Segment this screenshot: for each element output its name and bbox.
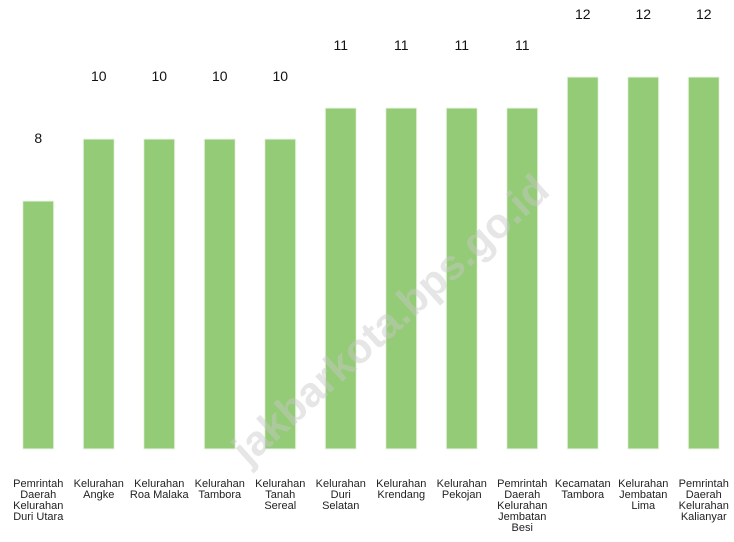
value-label-1: 8: [34, 130, 42, 146]
category-label-6: Kelurahan Duri Selatan: [316, 478, 366, 512]
bar-6: [324, 107, 357, 450]
category-label-12: Pemrintah Daerah Kelurahan Kalianyar: [679, 478, 729, 523]
bars-layer: [22, 76, 720, 450]
bar-5: [264, 138, 297, 450]
bar-12: [687, 76, 720, 450]
category-label-line: Kelurahan: [74, 478, 124, 490]
category-label-11: Kelurahan Jembatan Lima: [618, 478, 668, 512]
category-label-line: Selatan: [322, 500, 359, 512]
category-label-9: Pemrintah Daerah Kelurahan Jembatan Besi: [497, 478, 547, 534]
value-label-6: 11: [333, 37, 348, 53]
category-label-line: Pemrintah: [679, 478, 729, 490]
category-label-line: Pekojan: [442, 489, 482, 501]
value-label-5: 10: [272, 68, 288, 84]
category-label-line: Kalianyar: [681, 511, 727, 523]
category-label-line: Kelurahan: [376, 478, 426, 490]
category-labels-layer: Pemrintah Daerah Kelurahan Duri UtaraKelura…: [13, 478, 729, 534]
bar-9: [506, 107, 539, 450]
category-label-7: Kelurahan Krendang: [376, 478, 426, 501]
category-label-line: Angke: [83, 489, 114, 501]
category-label-line: Krendang: [377, 489, 425, 501]
category-label-1: Pemrintah Daerah Kelurahan Duri Utara: [13, 478, 64, 523]
category-label-line: Kelurahan: [13, 500, 63, 512]
category-label-line: Tambora: [561, 489, 605, 501]
category-label-line: Kelurahan: [134, 478, 184, 490]
value-label-11: 12: [635, 6, 651, 22]
category-label-line: Tanah: [265, 489, 295, 501]
bar-1: [22, 200, 55, 450]
bar-7: [385, 107, 418, 450]
bar-4: [203, 138, 236, 450]
bar-2: [82, 138, 115, 450]
category-label-line: Pemrintah: [497, 478, 547, 490]
bar-10: [566, 76, 599, 450]
value-label-10: 12: [575, 6, 591, 22]
category-label-line: Kelurahan: [618, 478, 668, 490]
category-label-8: Kelurahan Pekojan: [437, 478, 487, 501]
category-label-line: Sereal: [264, 500, 296, 512]
category-label-line: Kelurahan: [497, 500, 547, 512]
category-label-line: Jembatan: [619, 489, 667, 501]
category-label-line: Daerah: [20, 489, 56, 501]
value-label-2: 10: [91, 68, 107, 84]
category-label-line: Pemrintah: [13, 478, 63, 490]
value-label-3: 10: [151, 68, 167, 84]
category-label-line: Kelurahan: [437, 478, 487, 490]
value-label-12: 12: [696, 6, 712, 22]
category-label-3: Kelurahan Roa Malaka: [130, 478, 190, 501]
category-label-5: Kelurahan Tanah Sereal: [255, 478, 305, 512]
category-label-line: Daerah: [504, 489, 540, 501]
category-label-line: Kecamatan: [555, 478, 611, 490]
value-label-7: 11: [394, 37, 409, 53]
category-label-line: Tambora: [198, 489, 242, 501]
category-label-line: Daerah: [686, 489, 722, 501]
category-label-line: Lima: [631, 500, 656, 512]
bar-3: [143, 138, 176, 450]
category-label-line: Jembatan: [498, 511, 546, 523]
category-label-line: Kelurahan: [316, 478, 366, 490]
value-label-9: 11: [515, 37, 530, 53]
category-label-line: Besi: [512, 522, 533, 534]
category-label-2: Kelurahan Angke: [74, 478, 124, 501]
category-label-line: Kelurahan: [255, 478, 305, 490]
category-label-10: Kecamatan Tambora: [555, 478, 611, 501]
bar-11: [627, 76, 660, 450]
category-label-line: Duri: [331, 489, 351, 501]
category-label-line: Roa Malaka: [130, 489, 190, 501]
category-label-line: Kelurahan: [679, 500, 729, 512]
value-label-4: 10: [212, 68, 228, 84]
value-labels-layer: 8 10 10 10 10 11 11 11 11 12 12 12: [34, 6, 711, 146]
category-label-4: Kelurahan Tambora: [195, 478, 245, 501]
bar-8: [445, 107, 478, 450]
category-label-line: Kelurahan: [195, 478, 245, 490]
value-label-8: 11: [454, 37, 469, 53]
category-label-line: Duri Utara: [13, 511, 64, 523]
